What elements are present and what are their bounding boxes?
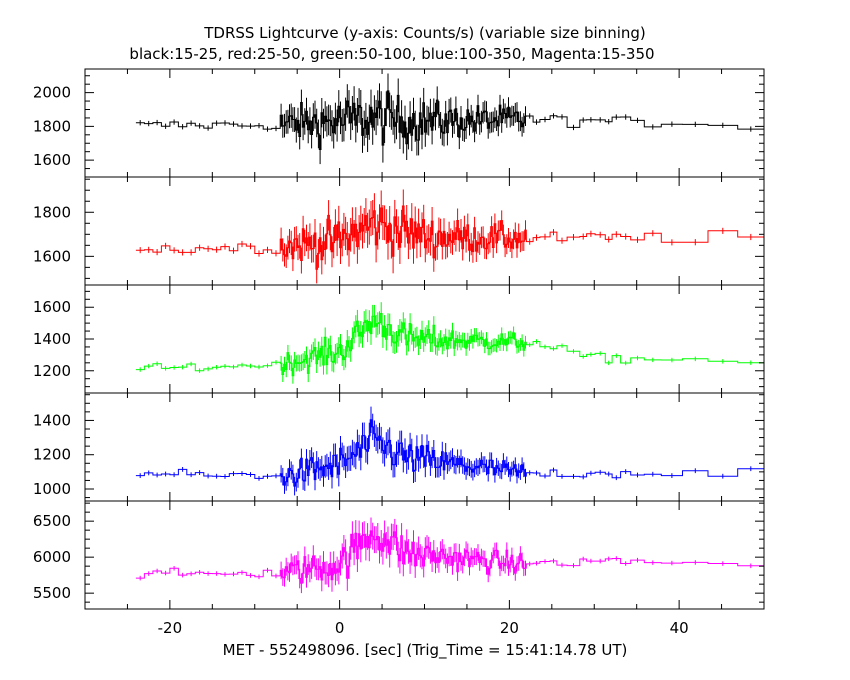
y-tick-label: 1200: [33, 446, 71, 464]
panel-1: 1600 1800 2000: [33, 68, 765, 178]
panel-5: 5500 6000 6500: [33, 500, 765, 610]
y-tick-label: 1800: [33, 117, 71, 135]
x-tick-label: 40: [670, 619, 689, 637]
step-curve: [135, 313, 764, 377]
y-tick-label: 1400: [33, 411, 71, 429]
chart-subtitle: black:15-25, red:25-50, green:50-100, bl…: [129, 45, 654, 63]
y-tick-label: 6000: [33, 548, 71, 566]
y-tick-label: 6500: [33, 512, 71, 530]
x-tick-label: 0: [335, 619, 345, 637]
series-3: [135, 302, 764, 384]
panel-4: 1000 1200 1400: [33, 392, 765, 502]
panel-3: 1200 1400 1600: [33, 284, 765, 394]
y-tick-label: 1200: [33, 362, 71, 380]
y-tick-label: 1600: [33, 151, 71, 169]
chart-panels: 1600 1800 2000 1600 1800 1200 1400 1600 1000 1200…: [33, 68, 765, 637]
panel-frame: [84, 392, 765, 502]
y-tick-label: 1600: [33, 247, 71, 265]
y-tick-label: 1000: [33, 480, 71, 498]
step-curve: [135, 90, 764, 150]
y-tick-label: 1600: [33, 298, 71, 316]
step-curve: [135, 205, 764, 270]
y-tick-label: 1800: [33, 203, 71, 221]
x-tick-label: -20: [158, 619, 183, 637]
step-curve: [135, 419, 764, 487]
series-4: [135, 406, 764, 496]
y-tick-label: 1400: [33, 330, 71, 348]
x-axis-label: MET - 552498096. [sec] (Trig_Time = 15:4…: [223, 641, 628, 660]
chart-title: TDRSS Lightcurve (y-axis: Counts/s) (var…: [203, 24, 646, 42]
y-tick-label: 2000: [33, 84, 71, 102]
panel-2: 1600 1800: [33, 176, 765, 286]
series-5: [135, 517, 764, 594]
series-1: [135, 73, 764, 165]
step-curve: [135, 530, 764, 584]
series-2: [135, 189, 764, 284]
x-tick-label: 20: [500, 619, 519, 637]
y-tick-label: 5500: [33, 584, 71, 602]
